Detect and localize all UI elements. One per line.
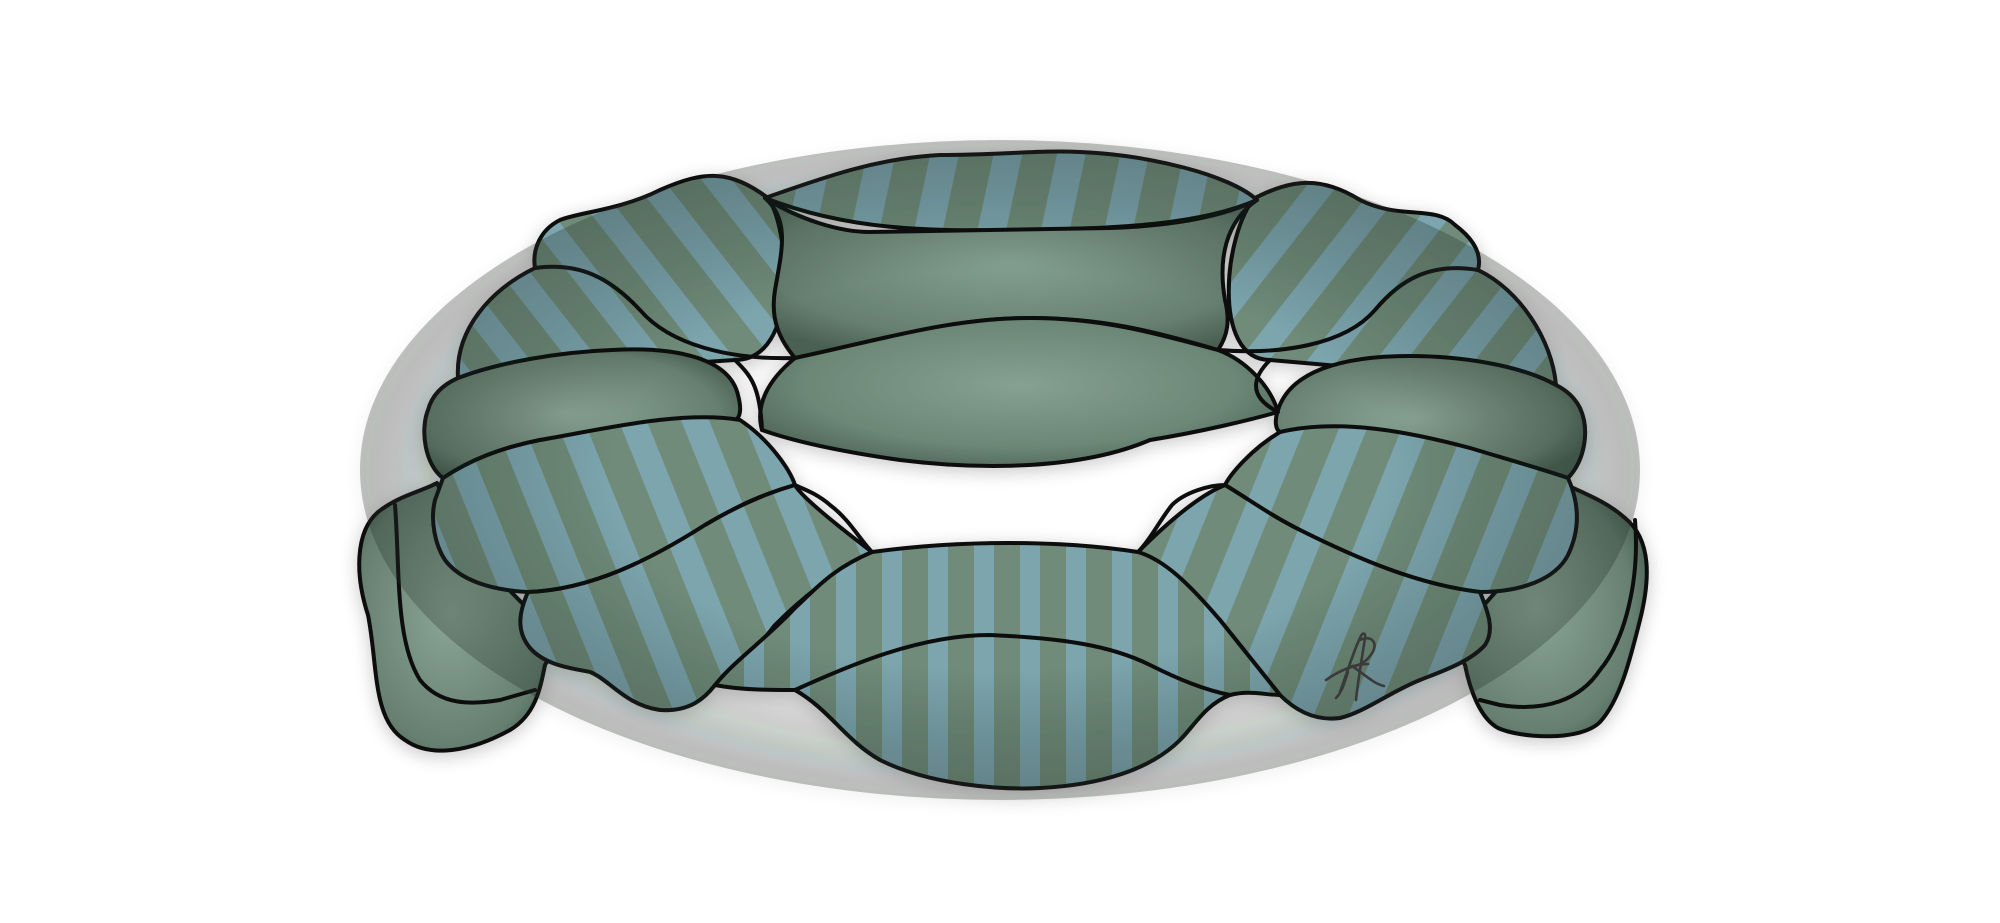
shading-overlay: [360, 140, 1640, 800]
artist-monogram: [1324, 632, 1386, 702]
right-outer-lobe-fold: [1478, 518, 1638, 709]
